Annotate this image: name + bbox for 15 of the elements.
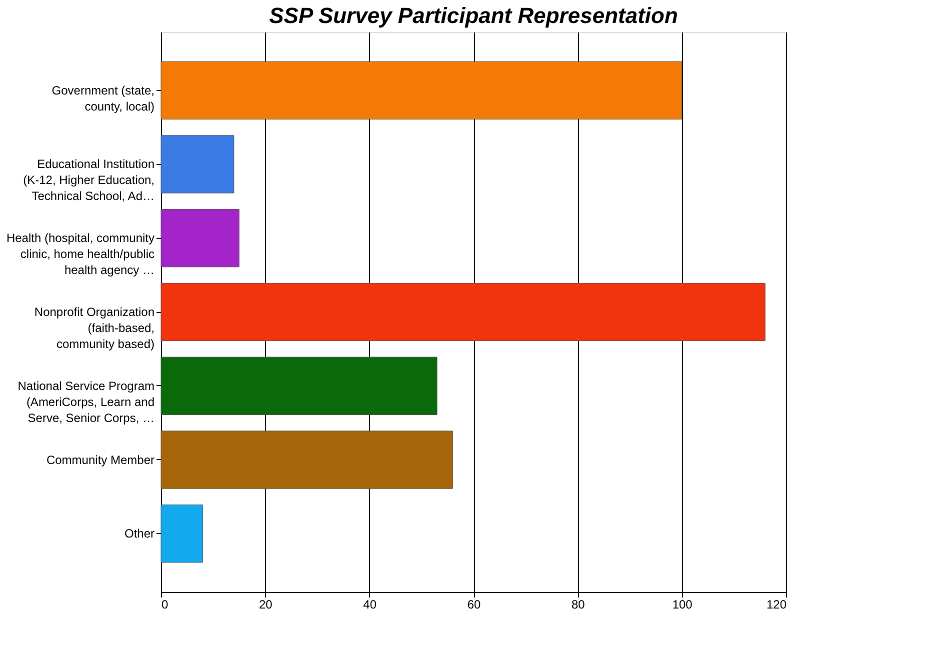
x-tick-label: 40 bbox=[363, 598, 377, 612]
y-tick-label: Other bbox=[124, 526, 154, 541]
y-tick-label: Community Member bbox=[46, 452, 154, 467]
y-tick-label: Nonprofit Organization (faith-based, community based) bbox=[34, 305, 154, 351]
y-tick-label: Educational Institution (K-12, Higher Education, Technical School, Ad… bbox=[23, 157, 154, 204]
y-tick-label: Health (hospital, community clinic, home health/public health agency … bbox=[6, 231, 154, 278]
y-tick-label: Government (state, county, local) bbox=[52, 83, 154, 114]
x-tick-label: 80 bbox=[571, 598, 586, 612]
x-tick-label: 100 bbox=[672, 598, 693, 612]
x-tick-label: 60 bbox=[467, 598, 481, 612]
x-tick-label: 120 bbox=[766, 598, 787, 612]
x-tick-label: 0 bbox=[162, 598, 168, 612]
x-tick-label: 20 bbox=[258, 598, 273, 612]
y-tick-label: National Service Program (AmeriCorps, Learn and Serve, Senior Corps, … bbox=[18, 378, 154, 425]
chart-title: SSP Survey Participant Representation bbox=[269, 3, 678, 28]
